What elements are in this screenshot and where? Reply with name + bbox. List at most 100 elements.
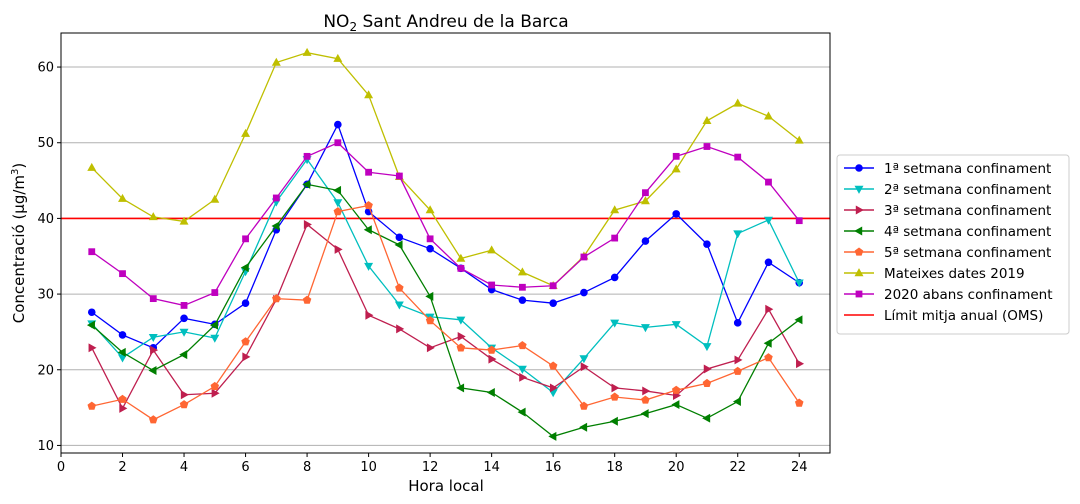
data-point [364, 262, 374, 271]
data-point [548, 431, 557, 441]
data-point [702, 378, 712, 388]
data-point [118, 193, 128, 202]
data-point [364, 90, 374, 99]
x-tick-label: 18 [606, 460, 623, 475]
data-point [334, 244, 343, 254]
data-point [149, 415, 158, 424]
legend-entry: 4ª setmana confinament [844, 224, 1051, 240]
data-point [87, 401, 97, 410]
series-1 [87, 120, 804, 352]
data-point [364, 201, 373, 210]
data-point [456, 253, 466, 262]
series-line [91, 204, 800, 421]
data-point [87, 162, 97, 171]
data-point [549, 383, 558, 393]
data-point [456, 343, 466, 352]
data-point [733, 366, 742, 375]
data-point [579, 355, 589, 364]
data-point [272, 194, 280, 202]
data-point [672, 210, 680, 218]
data-point [179, 350, 188, 360]
legend-label: 4ª setmana confinament [884, 224, 1051, 240]
data-point [211, 388, 220, 398]
data-point [796, 359, 805, 369]
data-point [334, 120, 342, 129]
data-point [702, 413, 711, 423]
legend-entry: Mateixes dates 2019 [844, 266, 1025, 282]
chart-title: NO2 Sant Andreu de la Barca [323, 12, 568, 34]
data-point [148, 334, 158, 343]
series-line [91, 158, 800, 394]
data-point [457, 331, 466, 341]
x-tick-label: 20 [668, 460, 685, 475]
legend-label: Mateixes dates 2019 [884, 266, 1025, 282]
data-point [117, 347, 126, 357]
data-point [365, 310, 374, 320]
legend-swatch-marker [854, 185, 864, 194]
data-point [363, 225, 372, 235]
y-axis-label: Concentració (µg/m3) [10, 163, 28, 324]
data-point [579, 401, 589, 410]
data-point [88, 248, 96, 256]
data-point [610, 205, 620, 214]
data-point [333, 199, 343, 208]
data-point [242, 235, 249, 243]
x-tick-label: 2 [118, 460, 126, 475]
data-point [640, 409, 649, 419]
legend-label: Límit mitja anual (OMS) [884, 308, 1043, 324]
x-tick-label: 4 [180, 460, 188, 475]
data-point [609, 416, 618, 426]
data-point [180, 390, 189, 400]
x-tick-label: 8 [303, 460, 311, 475]
data-point [519, 372, 528, 382]
data-point [303, 152, 311, 160]
data-point [517, 365, 527, 374]
data-point [302, 47, 312, 56]
data-point [486, 387, 495, 397]
legend-swatch-marker [854, 247, 864, 256]
data-point [548, 361, 558, 370]
series-6 [87, 47, 804, 289]
series-line [91, 141, 800, 307]
data-point [488, 281, 496, 289]
x-axis-label: Hora local [408, 477, 484, 495]
data-point [425, 291, 434, 301]
data-point [456, 383, 465, 393]
data-point [395, 283, 404, 292]
data-point [517, 407, 526, 417]
legend-swatch-marker [854, 226, 863, 236]
data-point [702, 343, 712, 352]
data-point [732, 397, 741, 407]
data-point [242, 352, 251, 362]
data-point [794, 315, 803, 325]
data-point [425, 316, 435, 325]
data-point [611, 234, 619, 242]
x-tick-label: 12 [422, 460, 439, 475]
data-point [517, 267, 527, 276]
data-point [88, 343, 97, 353]
data-point [549, 282, 557, 290]
data-point [794, 279, 804, 288]
data-point [703, 364, 712, 374]
legend-label: 1ª setmana confinament [884, 161, 1051, 177]
legend-entry: 2020 abans confinament [844, 287, 1053, 303]
data-point [118, 394, 127, 403]
data-point [456, 316, 466, 325]
data-point [394, 240, 403, 250]
data-point [519, 283, 526, 291]
data-point [765, 178, 772, 186]
y-tick-label: 10 [37, 439, 54, 454]
series-4 [86, 179, 803, 441]
data-point [733, 230, 743, 239]
legend-swatch-marker [854, 268, 864, 277]
data-point [610, 392, 619, 401]
data-point [241, 337, 250, 346]
series-3 [88, 219, 805, 413]
data-point [180, 302, 188, 309]
legend-entry: 2ª setmana confinament [844, 182, 1051, 198]
data-point [394, 301, 404, 310]
data-point [671, 385, 681, 394]
data-point [426, 244, 434, 253]
